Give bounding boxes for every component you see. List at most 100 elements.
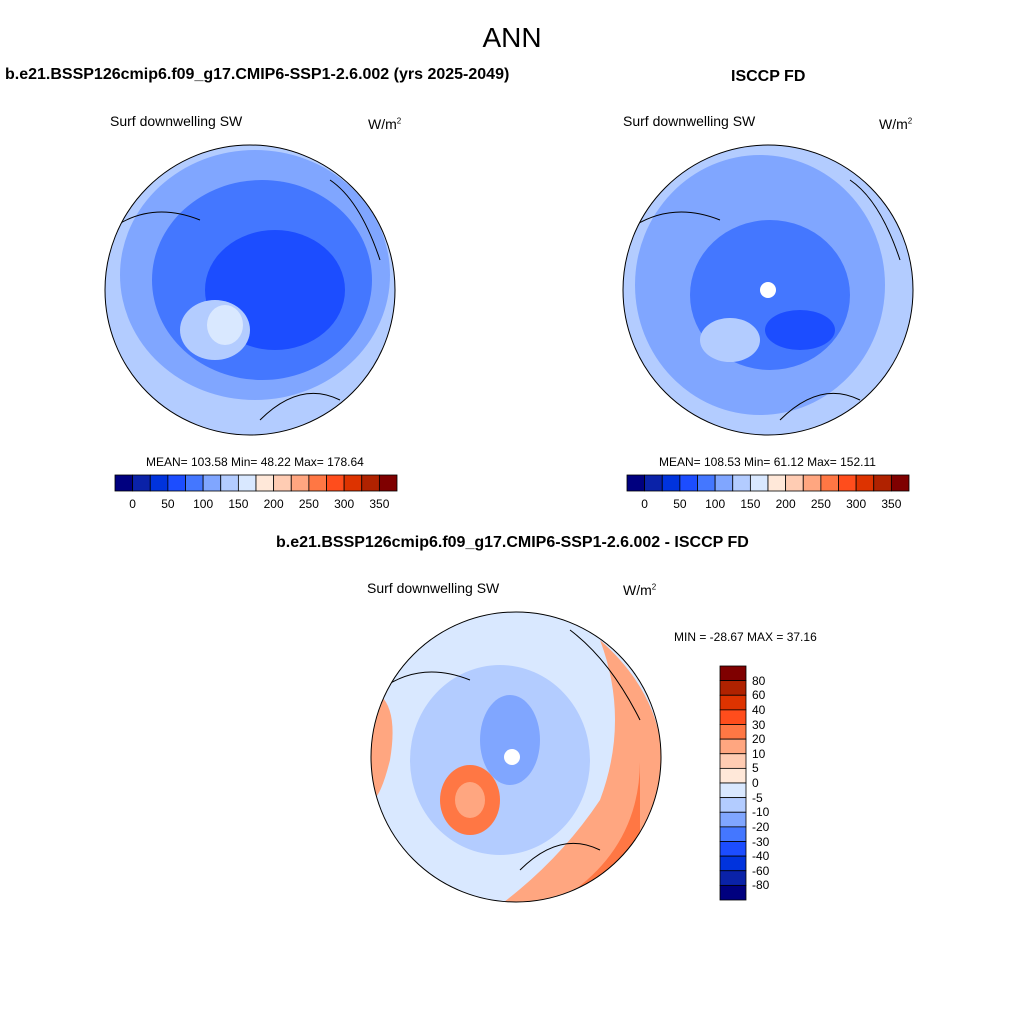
map-diff <box>371 612 661 902</box>
colorbar-tick-label: 5 <box>752 761 759 776</box>
colorbar-box <box>719 826 747 842</box>
colorbar-box <box>308 474 327 492</box>
colorbar-tick-label: 20 <box>752 732 766 747</box>
colorbar-tick-label: 100 <box>705 497 726 511</box>
colorbar-box <box>644 474 663 492</box>
panel2-units: W/m2 <box>879 116 912 132</box>
colorbar-box <box>679 474 698 492</box>
figure-title: ANN <box>482 22 542 53</box>
colorbar-box <box>732 474 751 492</box>
colorbar-tick-label: -20 <box>752 819 770 834</box>
colorbar-box <box>719 665 747 682</box>
colorbar-box <box>255 474 275 492</box>
colorbar-box <box>202 474 222 492</box>
colorbar-box <box>719 724 747 740</box>
colorbar-box <box>626 474 646 492</box>
colorbar-box <box>749 474 769 492</box>
colorbar-box <box>890 474 910 492</box>
map-model-border <box>104 144 396 436</box>
colorbar-box <box>714 474 734 492</box>
panel3-title: b.e21.BSSP126cmip6.f09_g17.CMIP6-SSP1-2.… <box>276 534 749 551</box>
colorbar-box <box>326 474 345 492</box>
colorbar-box <box>343 474 363 492</box>
colorbar-box <box>820 474 839 492</box>
colorbar-box <box>273 474 292 492</box>
colorbar-box <box>290 474 310 492</box>
colorbar-tick-label: 150 <box>228 497 249 511</box>
colorbar-tick-label: 60 <box>752 688 766 703</box>
colorbar-box <box>719 782 747 799</box>
colorbar-box <box>661 474 681 492</box>
colorbar-box <box>719 694 747 711</box>
colorbar-box <box>185 474 204 492</box>
colorbar-box <box>220 474 239 492</box>
colorbar-tick-label: 0 <box>129 497 136 511</box>
panel1-stats: MEAN= 103.58 Min= 48.22 Max= 178.64 <box>146 455 364 469</box>
colorbar-box <box>719 767 747 784</box>
colorbar-tick-label: 40 <box>752 702 766 717</box>
colorbar-box <box>378 474 398 492</box>
colorbar-box <box>719 811 747 828</box>
colorbar-box <box>149 474 169 492</box>
colorbar-box <box>697 474 716 492</box>
panel3-stats: MIN = -28.67 MAX = 37.16 <box>674 630 817 644</box>
colorbar-tick-label: 50 <box>161 497 175 511</box>
colorbar-obs <box>626 474 910 492</box>
panel3-subtitle: Surf downwelling SW <box>367 580 500 596</box>
colorbar-tick-label: 300 <box>846 497 867 511</box>
colorbar-tick-label: -5 <box>752 790 763 805</box>
units-text: W/m <box>623 582 652 598</box>
units-sup: 2 <box>396 116 402 126</box>
colorbar-tick-label: 300 <box>334 497 355 511</box>
colorbar-box <box>237 474 257 492</box>
units-text: W/m <box>879 116 908 132</box>
colorbar-tick-label: 150 <box>740 497 761 511</box>
colorbar-box <box>838 474 857 492</box>
colorbar-model <box>114 474 398 492</box>
panel2-stats: MEAN= 108.53 Min= 61.12 Max= 152.11 <box>659 455 876 469</box>
colorbar-box <box>719 753 747 769</box>
colorbar-box <box>361 474 380 492</box>
colorbar-box <box>719 797 747 813</box>
panel1-subtitle: Surf downwelling SW <box>110 113 243 129</box>
colorbar-tick-label: 200 <box>775 497 796 511</box>
colorbar-tick-label: 10 <box>752 746 766 761</box>
colorbar-tick-label: 350 <box>881 497 902 511</box>
colorbar-tick-label: 30 <box>752 717 766 732</box>
panel3-units: W/m2 <box>623 582 656 598</box>
units-sup: 2 <box>907 116 913 126</box>
units-text: W/m <box>368 116 397 132</box>
colorbar-tick-label: 200 <box>263 497 284 511</box>
map-model <box>105 145 395 435</box>
map-obs <box>623 145 913 435</box>
colorbar-tick-label: 0 <box>752 776 759 790</box>
map-obs-border <box>622 144 914 436</box>
colorbar-tick-label: -30 <box>752 834 770 849</box>
colorbar-box <box>719 870 747 886</box>
colorbar-box <box>767 474 787 492</box>
colorbar-box <box>114 474 134 492</box>
colorbar-box <box>719 680 747 696</box>
colorbar-box <box>719 855 747 872</box>
colorbar-tick-label: 100 <box>193 497 214 511</box>
colorbar-box <box>785 474 804 492</box>
colorbar-tick-label: -10 <box>752 805 770 820</box>
colorbar-box <box>873 474 892 492</box>
panel1-title: b.e21.BSSP126cmip6.f09_g17.CMIP6-SSP1-2.… <box>5 66 510 83</box>
colorbar-box <box>855 474 875 492</box>
colorbar-tick-label: 250 <box>298 497 319 511</box>
panel1-units: W/m2 <box>368 116 401 132</box>
colorbar-tick-label: 0 <box>641 497 648 511</box>
colorbar-tick-label: 80 <box>752 673 766 688</box>
colorbar-tick-label: 250 <box>810 497 831 511</box>
colorbar-box <box>719 738 747 755</box>
colorbar-diff <box>719 665 747 901</box>
colorbar-box <box>719 841 747 857</box>
map-diff-border <box>370 611 662 903</box>
colorbar-box <box>719 884 747 901</box>
colorbar-tick-label: 50 <box>673 497 687 511</box>
colorbar-tick-label: 350 <box>369 497 390 511</box>
colorbar-box <box>802 474 822 492</box>
